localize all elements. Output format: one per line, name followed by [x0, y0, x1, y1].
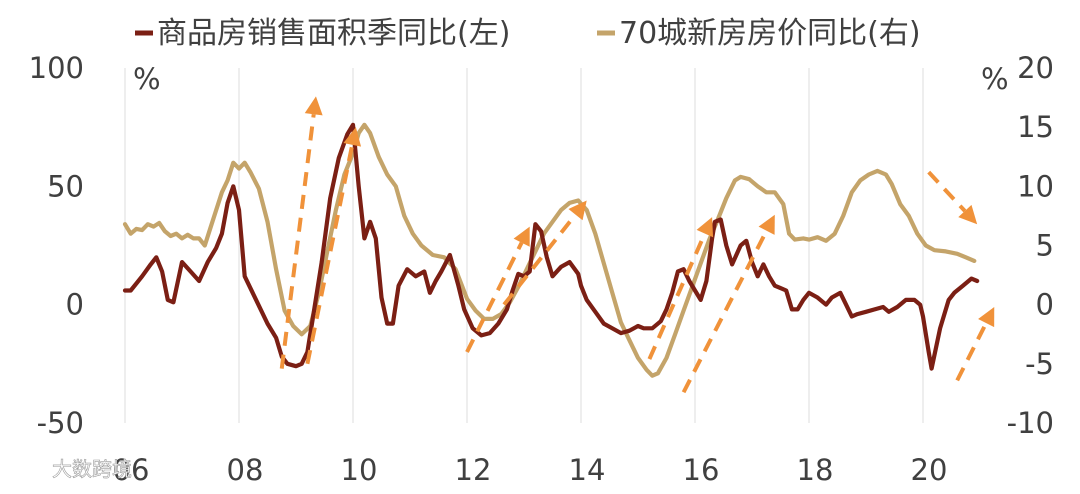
x-tick-label: 08 [227, 453, 264, 487]
trend-arrow-head-8 [978, 307, 995, 328]
trend-arrow-3 [465, 241, 524, 353]
gridlines [124, 68, 924, 423]
x-tick-label: 10 [341, 453, 378, 487]
series-layer [122, 122, 980, 378]
left-tick-label: 50 [47, 169, 84, 203]
legend-label-price: 70城新房房价同比(右) [619, 16, 921, 51]
series-line-sales [122, 122, 980, 371]
legend: 商品房销售面积季同比(左) 70城新房房价同比(右) [135, 16, 921, 51]
trend-arrow-head-1 [304, 96, 323, 116]
trend-arrow-6 [681, 229, 769, 394]
watermark-text: 大数跨境 [52, 457, 132, 481]
x-tick-label: 18 [797, 453, 834, 487]
left-tick-label: 100 [29, 51, 84, 85]
trend-arrow-1 [279, 114, 316, 369]
trend-arrow-head-2 [343, 127, 362, 147]
left-axis-unit: % [133, 62, 161, 96]
right-axis-unit: % [981, 62, 1009, 96]
x-axis: 06 08 10 12 14 16 18 20 [113, 453, 948, 487]
trend-arrow-head-7 [958, 204, 978, 225]
left-axis: 100 50 0 -50 [29, 51, 84, 440]
trend-arrow-head-6 [758, 214, 775, 235]
series-line-price [122, 122, 977, 378]
right-tick-label: 20 [1017, 51, 1054, 85]
right-tick-label: 10 [1017, 169, 1054, 203]
x-tick-label: 16 [683, 453, 720, 487]
x-tick-label: 12 [455, 453, 492, 487]
trend-arrow-7 [927, 170, 967, 213]
trend-arrow-8 [955, 322, 988, 382]
left-tick-label: -50 [37, 406, 84, 440]
right-tick-label: -5 [1025, 347, 1054, 381]
right-tick-label: 0 [1036, 288, 1054, 322]
legend-label-sales: 商品房销售面积季同比(左) [157, 16, 510, 51]
annotation-arrows [279, 96, 995, 394]
x-tick-label: 06 [113, 453, 150, 487]
right-axis: 20 15 10 5 0 -5 -10 [1007, 51, 1054, 440]
left-tick-label: 0 [66, 288, 84, 322]
x-tick-label: 14 [569, 453, 606, 487]
right-tick-label: -10 [1007, 406, 1054, 440]
trend-arrow-head-4 [568, 200, 587, 221]
x-tick-label: 20 [911, 453, 948, 487]
trend-arrow-head-3 [513, 226, 530, 247]
right-tick-label: 5 [1036, 229, 1054, 263]
trend-arrow-2 [305, 144, 355, 365]
trend-arrow-4 [502, 213, 578, 306]
right-tick-label: 15 [1017, 110, 1054, 144]
trend-arrow-head-5 [696, 217, 714, 238]
